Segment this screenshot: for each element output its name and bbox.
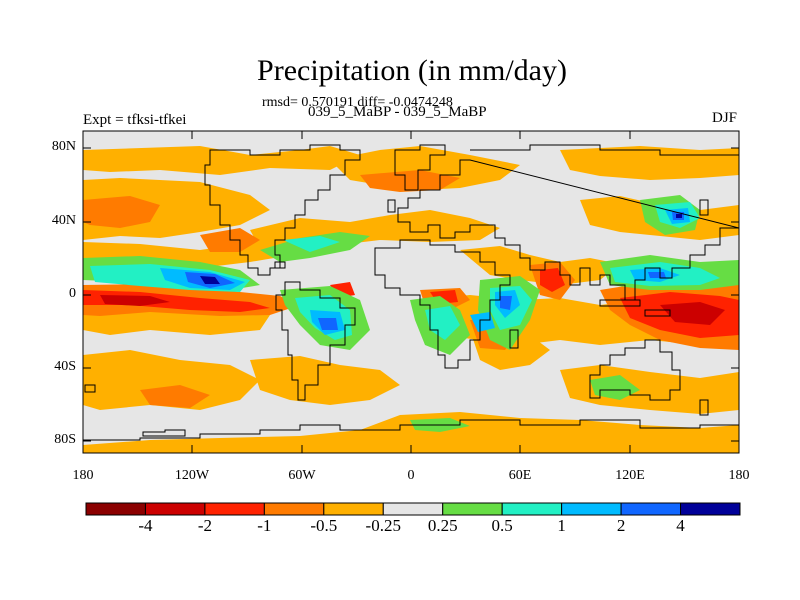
lat-tick-label: 80N [51, 139, 76, 154]
lon-tick-label: 180 [728, 468, 750, 483]
uk-coastline [387, 199, 396, 213]
colorbar-swatch [382, 502, 444, 516]
colorbar-label: -1 [257, 516, 272, 535]
colorbar-label: -4 [138, 516, 153, 535]
figure-title: Precipitation (in mm/day) [257, 54, 567, 87]
colorbar-swatch [204, 502, 265, 516]
colorbar-swatch [144, 502, 206, 516]
colorbar-swatch [442, 502, 503, 516]
lat-tick-label: 80S [54, 432, 76, 447]
caribbean-coastline [274, 261, 286, 269]
colorbar-label: 0.5 [491, 516, 513, 535]
lon-tick-label: 120W [174, 468, 210, 483]
lon-tick-label: 60E [508, 468, 532, 483]
colorbar-swatch [680, 502, 741, 516]
colorbar-swatch [561, 502, 622, 516]
lon-tick-label: 120E [615, 468, 645, 483]
period-label: 039_5_MaBP - 039_5_MaBP [308, 104, 487, 120]
arctic-island-coastline [142, 429, 186, 437]
colorbar-label: -2 [197, 516, 212, 535]
very-strong-positive-regions [200, 214, 682, 284]
lat-tick-label: 40S [54, 359, 76, 374]
colorbar-swatch [620, 502, 682, 516]
lon-tick-label: 180 [72, 468, 94, 483]
north-america-coastline [204, 144, 361, 276]
lat-tick-label: 40N [51, 213, 76, 228]
lon-tick-label: 60W [288, 468, 316, 483]
colorbar-swatch [263, 502, 325, 516]
greenland-coastline [394, 144, 446, 191]
colorbar-swatch [323, 502, 384, 516]
colorbar-label: 0.25 [427, 516, 458, 535]
colorbar [85, 502, 741, 516]
coastlines [83, 144, 739, 441]
season-label: DJF [712, 110, 738, 126]
indonesia-coastline [599, 299, 671, 317]
axis-ticks [83, 131, 739, 453]
lat-tick-label: 0 [69, 286, 76, 301]
colorbar-swatch [501, 502, 563, 516]
new-zealand-coastline [699, 399, 709, 416]
rmsd-diff-stats: rmsd= 0.570191 diff= -0.0474248 [262, 95, 453, 110]
colorbar-label: 2 [616, 516, 626, 535]
australia-coastline [589, 339, 681, 401]
small-island-coastline [84, 384, 96, 393]
madagascar-coastline [509, 329, 519, 349]
africa-coastline [374, 239, 511, 369]
antarctica-coastline [83, 419, 739, 441]
colorbar-label: -0.25 [365, 516, 401, 535]
colorbar-swatch [85, 502, 146, 516]
colorbar-label: 1 [557, 516, 566, 535]
japan-coastline [699, 199, 709, 216]
experiment-label: Expt = tfksi-tfkei [83, 112, 187, 128]
colorbar-label: -0.5 [310, 516, 338, 535]
lon-tick-label: 0 [407, 468, 415, 483]
colorbar-label: 4 [676, 516, 685, 535]
very-strong-negative-regions [100, 295, 725, 325]
eurasia-coastline [397, 144, 739, 301]
south-america-coastline [275, 281, 356, 401]
precipitation-field [83, 144, 739, 453]
